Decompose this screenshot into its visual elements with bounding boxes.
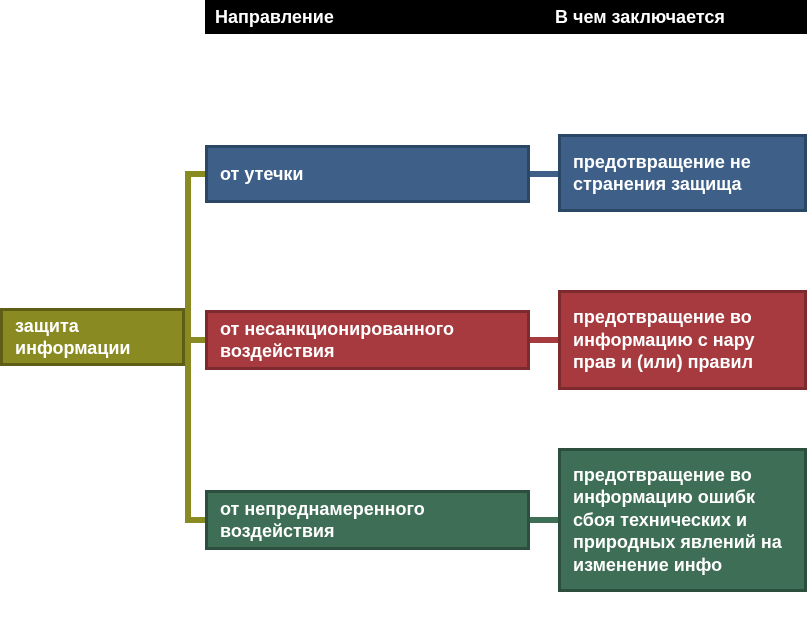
detail-node-1: предотвращение во информацию с нару прав…	[558, 290, 807, 390]
direction-node-2: от непреднамеренного воздействия	[205, 490, 530, 550]
detail-node-0: предотвращение не странения защища	[558, 134, 807, 212]
connector-mid-0	[530, 171, 558, 177]
header-col-detail: В чем заключается	[545, 0, 807, 34]
connector-trunk	[185, 171, 191, 519]
connector-stub-1	[185, 337, 205, 343]
connector-stub-0	[185, 171, 205, 177]
connector-mid-2	[530, 517, 558, 523]
connector-mid-1	[530, 337, 558, 343]
direction-node-0: от утечки	[205, 145, 530, 203]
header-col-direction: Направление	[205, 0, 545, 34]
root-node: защита информации	[0, 308, 185, 366]
detail-node-2: предотвращение во информацию ошибк сбоя …	[558, 448, 807, 592]
connector-stub-2	[185, 517, 205, 523]
direction-node-1: от несанкционированного воздействия	[205, 310, 530, 370]
